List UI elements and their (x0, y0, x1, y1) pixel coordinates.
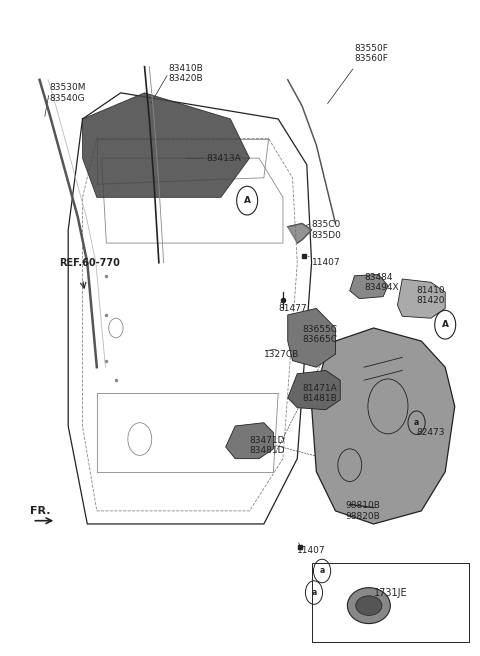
Text: 98810B
98820B: 98810B 98820B (345, 501, 380, 521)
Text: 83530M
83540G: 83530M 83540G (49, 83, 85, 102)
Text: A: A (244, 196, 251, 205)
Text: 82473: 82473 (417, 428, 445, 437)
Text: REF.60-770: REF.60-770 (59, 258, 120, 268)
Text: 1731JE: 1731JE (373, 588, 407, 598)
Polygon shape (288, 224, 312, 243)
Text: 83655C
83665C: 83655C 83665C (302, 325, 337, 344)
Polygon shape (83, 93, 250, 197)
Text: 83550F
83560F: 83550F 83560F (355, 44, 388, 64)
Polygon shape (312, 328, 455, 524)
Text: FR.: FR. (30, 506, 50, 516)
Text: a: a (414, 419, 419, 427)
Polygon shape (397, 279, 445, 318)
Text: 835C0
835D0: 835C0 835D0 (312, 220, 341, 239)
Text: a: a (320, 567, 324, 575)
Text: 83413A: 83413A (206, 154, 241, 163)
Polygon shape (350, 274, 388, 298)
Ellipse shape (348, 588, 390, 624)
Text: a: a (312, 588, 317, 597)
Ellipse shape (356, 596, 382, 615)
Text: 1327CB: 1327CB (264, 350, 299, 359)
Text: 81477: 81477 (278, 304, 307, 313)
Text: 81410
81420: 81410 81420 (417, 285, 445, 305)
Text: 83484
83494X: 83484 83494X (364, 273, 399, 292)
Text: 11407: 11407 (297, 546, 326, 554)
FancyBboxPatch shape (312, 563, 469, 642)
Polygon shape (226, 422, 274, 459)
Text: 83471D
83481D: 83471D 83481D (250, 436, 285, 455)
Text: 11407: 11407 (312, 258, 340, 267)
Polygon shape (288, 371, 340, 409)
Polygon shape (288, 308, 336, 367)
Text: 83410B
83420B: 83410B 83420B (168, 64, 203, 83)
Text: 81471A
81481B: 81471A 81481B (302, 384, 337, 403)
Text: A: A (442, 320, 449, 329)
